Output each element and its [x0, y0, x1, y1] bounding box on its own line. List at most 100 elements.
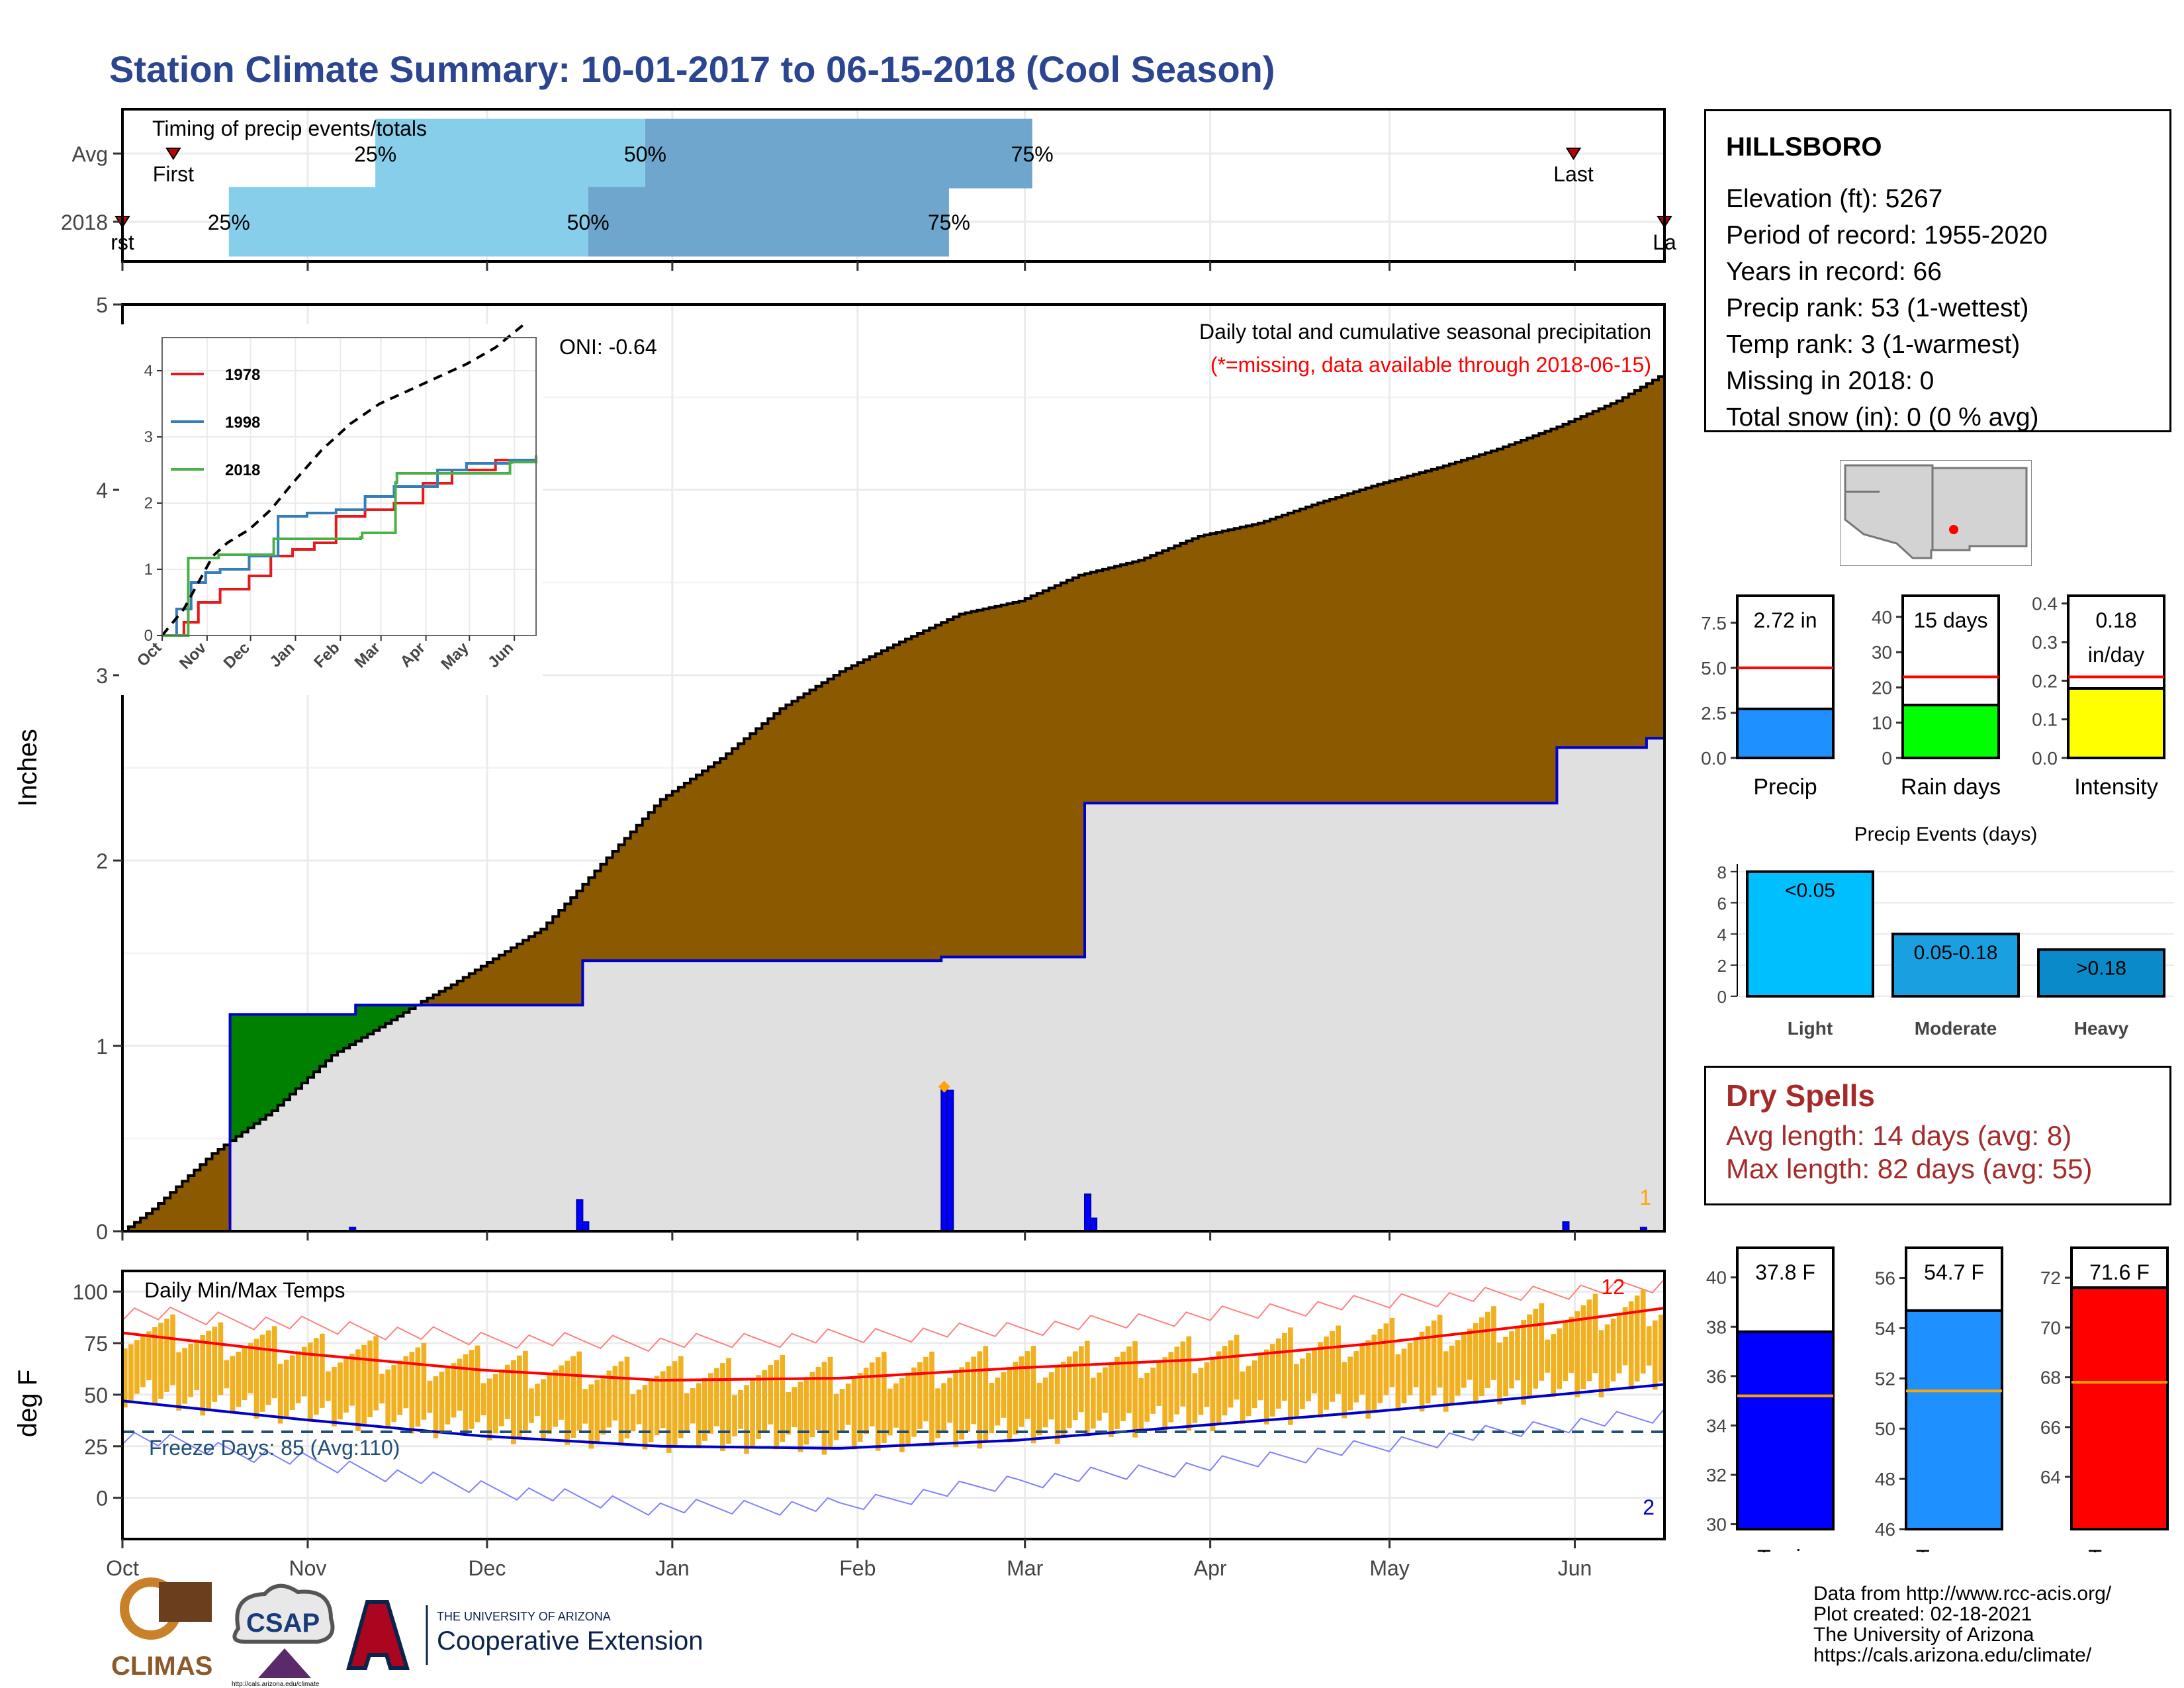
temp-daily-bar: [1401, 1348, 1407, 1403]
temp-daily-bar: [714, 1368, 719, 1427]
inset-ytick-label: 3: [144, 428, 153, 446]
temp-daily-bar: [421, 1342, 427, 1420]
temp-daily-bar: [1497, 1342, 1502, 1405]
temp-daily-bar: [1013, 1361, 1019, 1435]
temp-daily-bar: [373, 1336, 379, 1411]
temp-daily-bar: [971, 1356, 977, 1425]
temp-daily-bar: [684, 1393, 690, 1431]
temp-daily-bar: [158, 1323, 163, 1399]
csap-logo: CSAP http://cals.arizona.edu/climate: [232, 1583, 335, 1688]
precip-daily-bar: [1083, 1194, 1092, 1232]
temp-xtick-label: Jan: [655, 1556, 690, 1580]
temp-daily-bar: [1186, 1336, 1192, 1431]
temp-daily-bar: [887, 1388, 893, 1436]
temp-daily-bar: [809, 1372, 815, 1438]
temp-daily-bar: [1569, 1317, 1574, 1374]
temp-daily-bar: [1324, 1336, 1329, 1410]
temp-daily-bar: [636, 1389, 642, 1425]
temp-daily-bar: [367, 1340, 373, 1417]
temp-daily-bar: [212, 1327, 218, 1402]
temp-xtick-label: Dec: [468, 1556, 506, 1580]
temp-daily-bar: [1282, 1333, 1287, 1401]
temp-daily-bar: [744, 1385, 749, 1454]
temp-daily-bar: [535, 1383, 540, 1417]
tsum-ytick-label: 64: [2040, 1467, 2061, 1487]
temp-daily-bar: [1634, 1295, 1640, 1382]
freeze-days-label: Freeze Days: 85 (Avg:110): [149, 1436, 400, 1460]
temp-daily-bar: [1251, 1360, 1257, 1409]
psum-ytick-label: 0.4: [2032, 594, 2058, 614]
temp-daily-bar: [1180, 1341, 1186, 1407]
psum-ytick-label: 30: [1872, 642, 1892, 663]
temp-daily-bar: [122, 1348, 128, 1408]
temp-daily-bar: [1138, 1378, 1144, 1430]
temp-daily-bar: [1365, 1340, 1371, 1419]
temp-ylabel: deg F: [13, 1370, 42, 1437]
temp-daily-bar: [1300, 1358, 1305, 1409]
credit-created: Plot created: 02-18-2021: [1813, 1603, 2032, 1625]
temp-daily-bar: [128, 1344, 134, 1401]
temp-daily-bar: [1485, 1311, 1490, 1388]
temp-daily-bar: [582, 1389, 588, 1424]
temp-daily-bar: [391, 1365, 397, 1423]
temp-daily-bar: [648, 1380, 654, 1442]
dry-spells-box: Dry Spells Avg length: 14 days (avg: 8) …: [1704, 1066, 2171, 1205]
temp-daily-bar: [1228, 1340, 1234, 1408]
temp-xtick-label: Oct: [106, 1556, 139, 1580]
psum-ytick-label: 0.2: [2032, 671, 2058, 691]
temp-daily-bar: [152, 1327, 158, 1406]
psum-value-label: 15 days: [1913, 608, 1987, 632]
temp-daily-bar: [600, 1375, 606, 1435]
temp-daily-bar: [1413, 1337, 1419, 1387]
inset-ytick-label: 2: [144, 494, 153, 512]
precip-season-line: [122, 727, 1666, 1233]
temp-daily-bar: [277, 1364, 283, 1424]
temp-daily-bar: [875, 1357, 881, 1451]
temp-daily-bar: [1060, 1362, 1066, 1436]
temp-daily-bar: [672, 1361, 678, 1446]
tsum-bar-2: [2070, 1286, 2169, 1530]
psum-bar-1: [1901, 704, 2000, 759]
precip-max-marker: [938, 1080, 950, 1093]
temp-daily-bar: [845, 1383, 851, 1425]
temp-daily-bar: [780, 1354, 786, 1442]
pev-bar-light: [1746, 870, 1874, 998]
temp-daily-bar: [1389, 1317, 1395, 1387]
temp-daily-bar: [1078, 1346, 1084, 1413]
precip-summary: 0.0 2.5 5.0 7.5 2.72 in Precip 0 10 20 30 40 15 day…: [1701, 594, 2165, 800]
temp-daily-bar: [1115, 1356, 1120, 1429]
temp-daily-bar: [678, 1356, 684, 1438]
temp-daily-bar: [565, 1360, 570, 1445]
temp-daily-bar: [660, 1371, 666, 1429]
info-elevation: Elevation (ft): 5267: [1726, 185, 1943, 213]
temp-daily-bar: [355, 1349, 361, 1431]
timing-title: Timing of precip events/totals: [152, 117, 427, 140]
temp-daily-bar: [618, 1361, 624, 1446]
timing-row-label: 2018: [61, 211, 108, 234]
temp-daily-bar: [588, 1384, 594, 1449]
info-temp-rank: Temp rank: 3 (1-warmest): [1726, 330, 2021, 359]
temp-daily-bar: [797, 1382, 803, 1452]
temp-daily-bar: [134, 1340, 140, 1394]
temp-daily-bar: [708, 1373, 713, 1434]
inset-plot-bg: [162, 338, 536, 635]
credits: Data from http://www.rcc-acis.org/ Plot …: [1813, 1583, 2111, 1665]
timing-bar-low-2018: [228, 187, 588, 257]
temp-daily-bar: [140, 1335, 146, 1387]
record-high-count: 12: [1601, 1275, 1625, 1299]
temp-daily-bar: [283, 1359, 289, 1417]
temp-daily-bar: [1126, 1346, 1132, 1413]
pev-bar-moderate: [1891, 932, 2020, 998]
temp-daily-bar: [1275, 1338, 1281, 1409]
temp-daily-bar: [1048, 1372, 1054, 1420]
temp-daily-bar: [164, 1319, 169, 1392]
pev-bar-heavy: [2037, 948, 2165, 998]
psum-label: Precip: [1753, 774, 1817, 800]
precip-ylabel: Inches: [13, 729, 42, 807]
inset-series-1998: [162, 457, 537, 637]
temp-daily-bar: [1551, 1334, 1557, 1397]
temp-ytick-label: 0: [96, 1487, 108, 1511]
tsum-value-label: 54.7 F: [1924, 1260, 1984, 1284]
temp-daily-bar: [397, 1360, 403, 1415]
